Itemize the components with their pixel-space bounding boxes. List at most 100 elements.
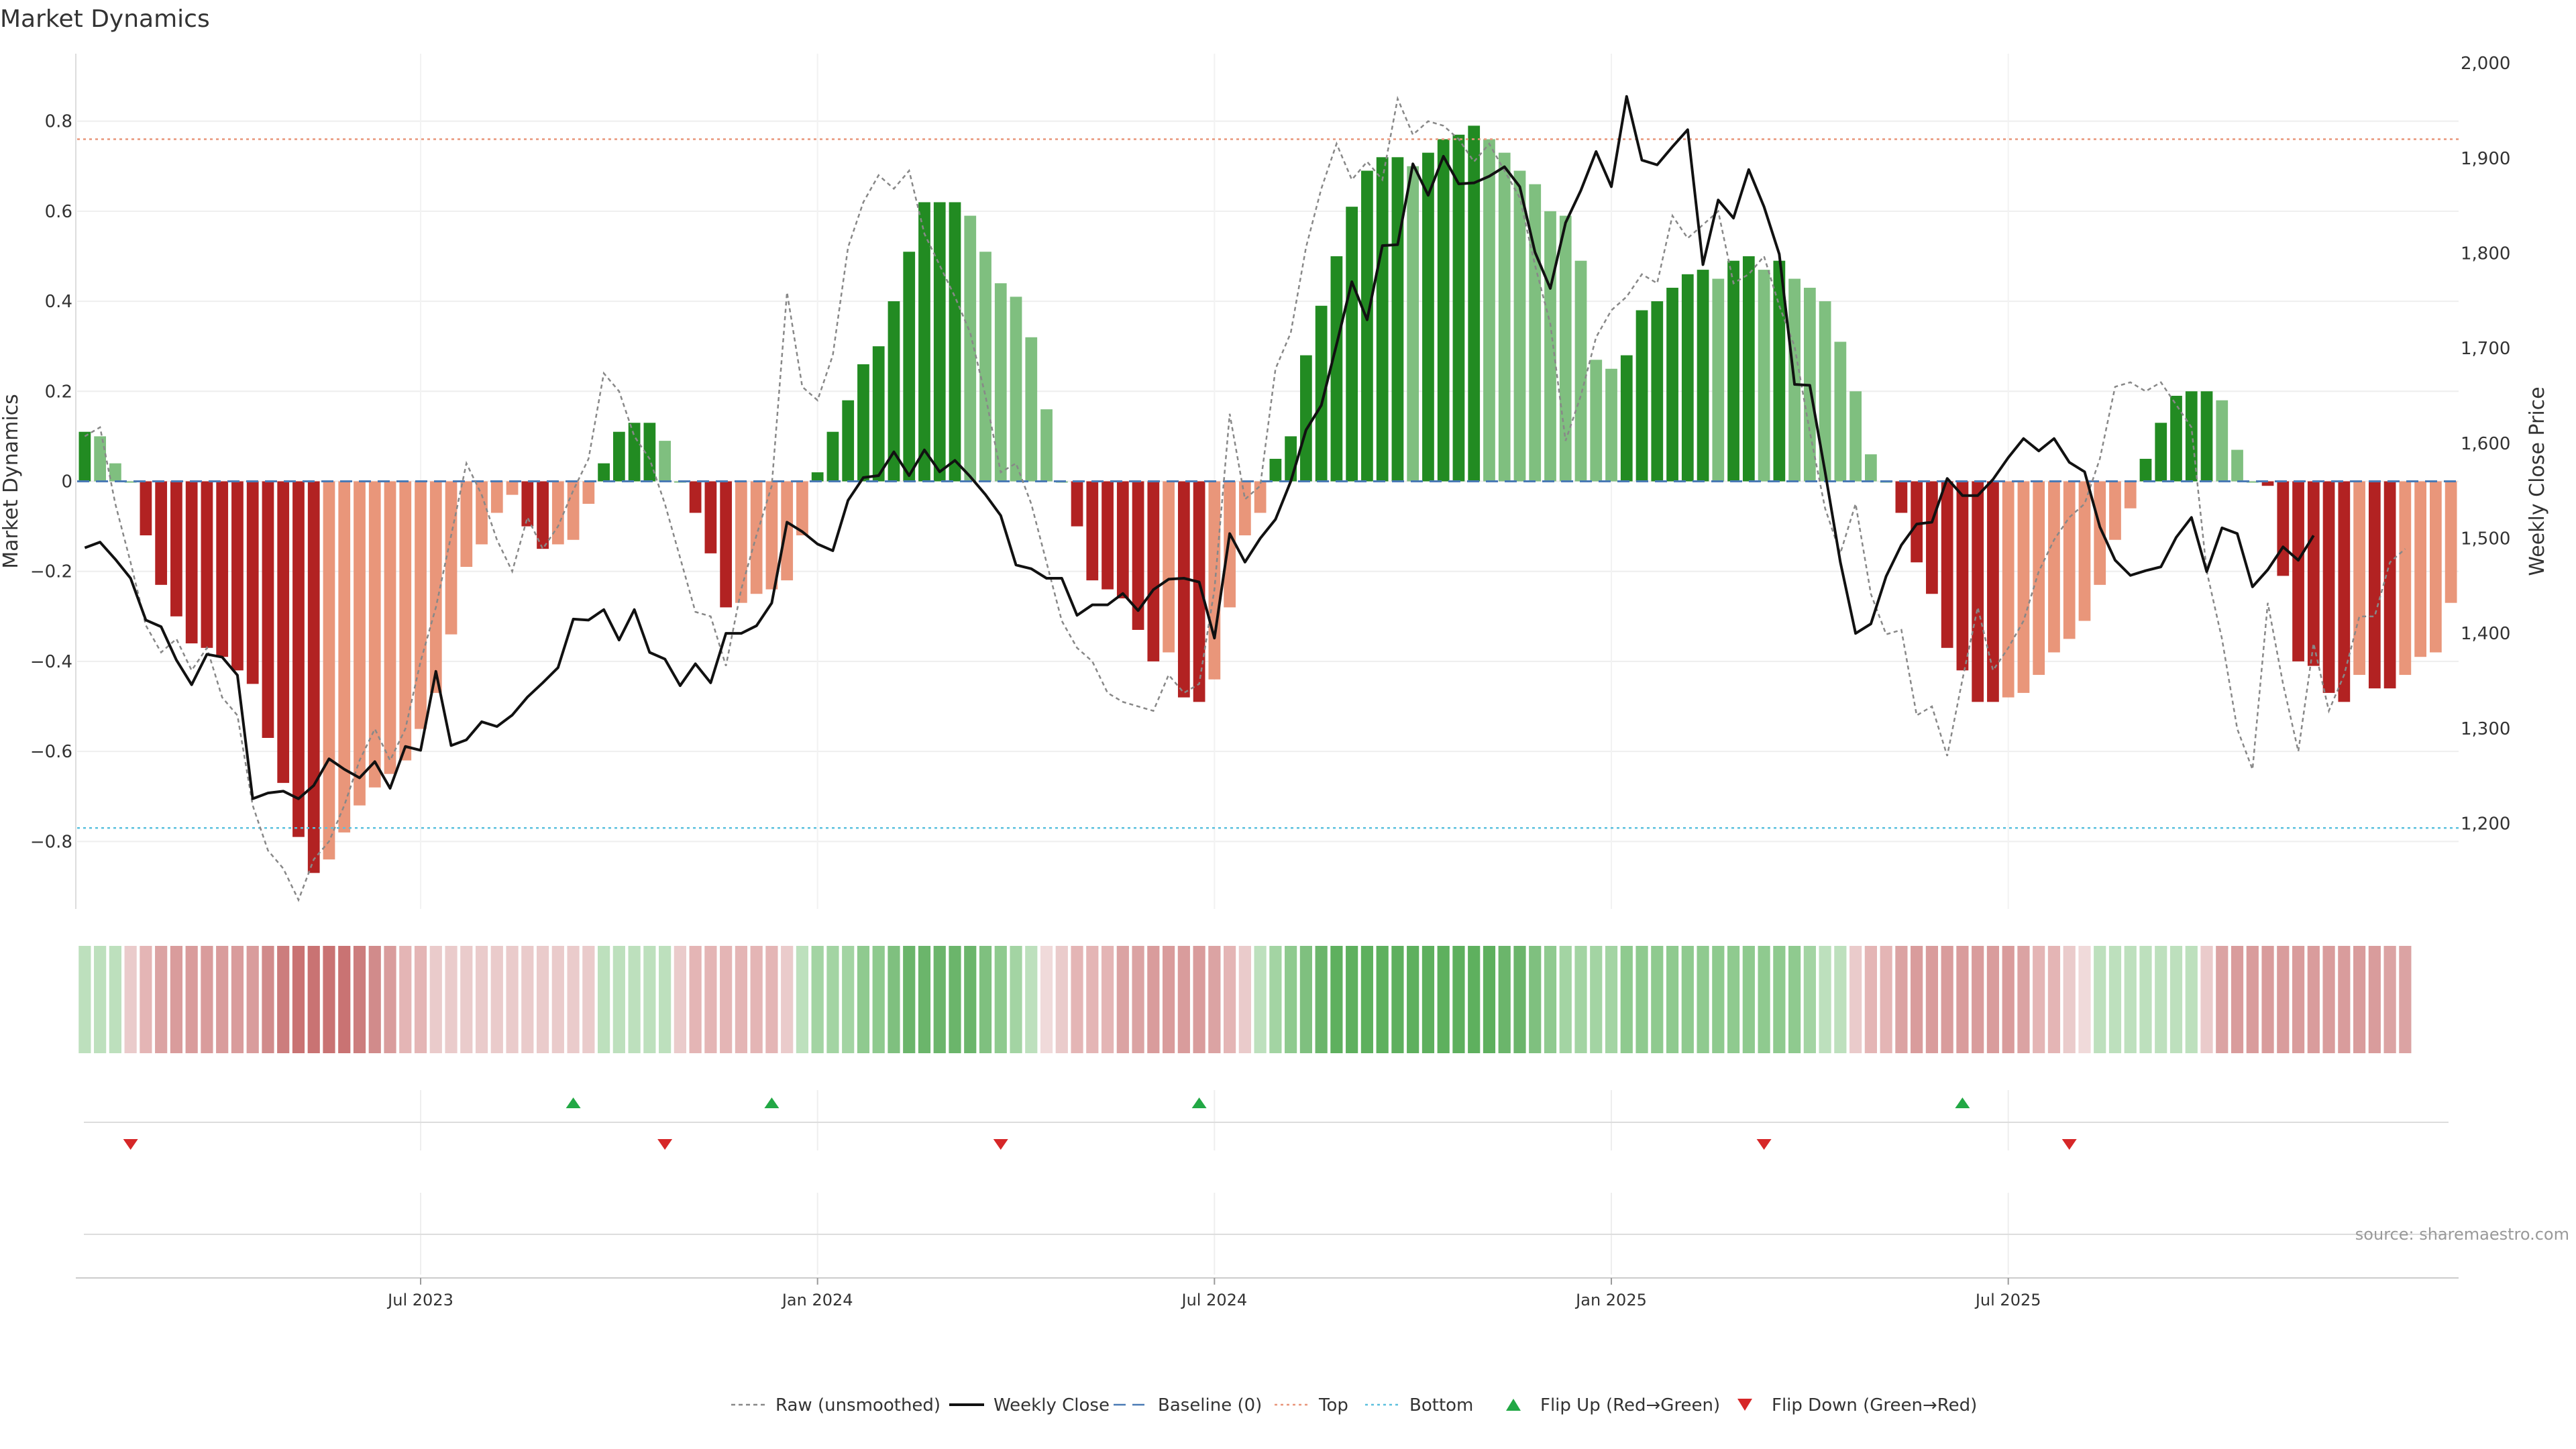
state-cell [1620,946,1633,1053]
momentum-bar [1300,355,1312,482]
momentum-bar [246,481,259,684]
flip-down-marker [993,1139,1008,1150]
state-cell [445,946,458,1053]
legend-label: Bottom [1409,1395,1473,1415]
momentum-bar [292,481,305,837]
momentum-bar [1926,481,1938,594]
momentum-bar [2033,481,2045,676]
momentum-bar [231,481,244,671]
y2-tick-label: 1,800 [2461,244,2510,264]
y-tick-label: −0.4 [30,652,72,672]
state-cell [414,946,427,1053]
momentum-bar [1681,274,1694,482]
state-cell [429,946,442,1053]
momentum-bar [1697,270,1709,482]
state-cell [979,946,992,1053]
state-cell [292,946,305,1053]
state-cell [353,946,366,1053]
state-cell [460,946,473,1053]
state-cell [857,946,870,1053]
state-cell [1055,946,1068,1053]
legend-label: Weekly Close [994,1395,1110,1415]
state-cell [1224,946,1236,1053]
flip-panel [76,1090,2459,1279]
x-tick-label: Jul 2025 [1974,1291,2041,1309]
y2-tick-label: 1,600 [2461,434,2510,454]
momentum-bar [185,481,198,644]
state-cell [1880,946,1892,1053]
momentum-bar [140,481,152,536]
momentum-bar [429,481,442,693]
momentum-bar [1437,139,1450,482]
state-cell [659,946,672,1053]
state-cell [628,946,641,1053]
momentum-bar [628,423,641,482]
state-cell [704,946,717,1053]
state-cell [1788,946,1801,1053]
state-cell [1285,946,1297,1053]
state-cell [1071,946,1083,1053]
momentum-bar [918,202,930,482]
state-cell [994,946,1007,1053]
momentum-bar [704,481,717,553]
state-cell [674,946,686,1053]
momentum-bar [1346,207,1358,482]
momentum-bar [2338,481,2351,702]
momentum-bar [2429,481,2442,653]
state-cell [140,946,152,1053]
state-cell [765,946,778,1053]
state-cell [1773,946,1786,1053]
state-cell [551,946,564,1053]
state-cell [612,946,625,1053]
momentum-bar [460,481,473,567]
momentum-bar [399,481,412,761]
state-cell [720,946,733,1053]
momentum-bar [1102,481,1114,590]
y2-tick-label: 1,500 [2461,529,2510,549]
momentum-bar [155,481,168,585]
y2-tick-label: 1,400 [2461,624,2510,644]
state-cell [1635,946,1648,1053]
state-cell [2124,946,2137,1053]
state-cell [1360,946,1374,1053]
state-cell [2078,946,2091,1053]
flip-down-marker [1756,1139,1772,1150]
momentum-bar [1254,481,1267,513]
momentum-bar [567,481,580,540]
momentum-bar [1956,481,1969,671]
state-cell [1177,946,1190,1053]
state-cell [1437,946,1450,1053]
main-panel: −0.8 −0.6 −0.4 −0.2 0 0.2 0.4 0.6 0.8 1,200 1,300 1… [0,54,2549,909]
state-cell [643,946,656,1053]
momentum-bar [811,472,824,482]
state-cell [567,946,580,1053]
state-cell [2368,946,2381,1053]
flip-down-marker [657,1139,673,1150]
momentum-bar [1559,215,1572,482]
legend-label: Flip Up (Red→Green) [1540,1395,1720,1415]
momentum-bar [1651,301,1664,482]
momentum-bar [2017,481,2030,693]
momentum-bar [2170,396,2182,482]
y-tick-label: −0.6 [30,742,72,762]
momentum-bar [872,346,885,482]
state-cell [490,946,503,1053]
momentum-bar [2002,481,2015,698]
momentum-bar [1285,436,1297,482]
state-cell [384,946,396,1053]
state-cell [933,946,946,1053]
state-cell [1529,946,1542,1053]
momentum-bar [2231,449,2243,482]
state-cell [1925,946,1939,1053]
state-cell [1330,946,1343,1053]
state-cell [2108,946,2122,1053]
momentum-bar [94,436,107,482]
momentum-bar [2200,391,2213,482]
state-cell [1681,946,1694,1053]
state-cell [262,946,274,1053]
state-cell [2216,946,2229,1053]
state-cell [1193,946,1205,1053]
momentum-bar [78,431,91,482]
state-cell [872,946,885,1053]
momentum-bar [323,481,335,860]
